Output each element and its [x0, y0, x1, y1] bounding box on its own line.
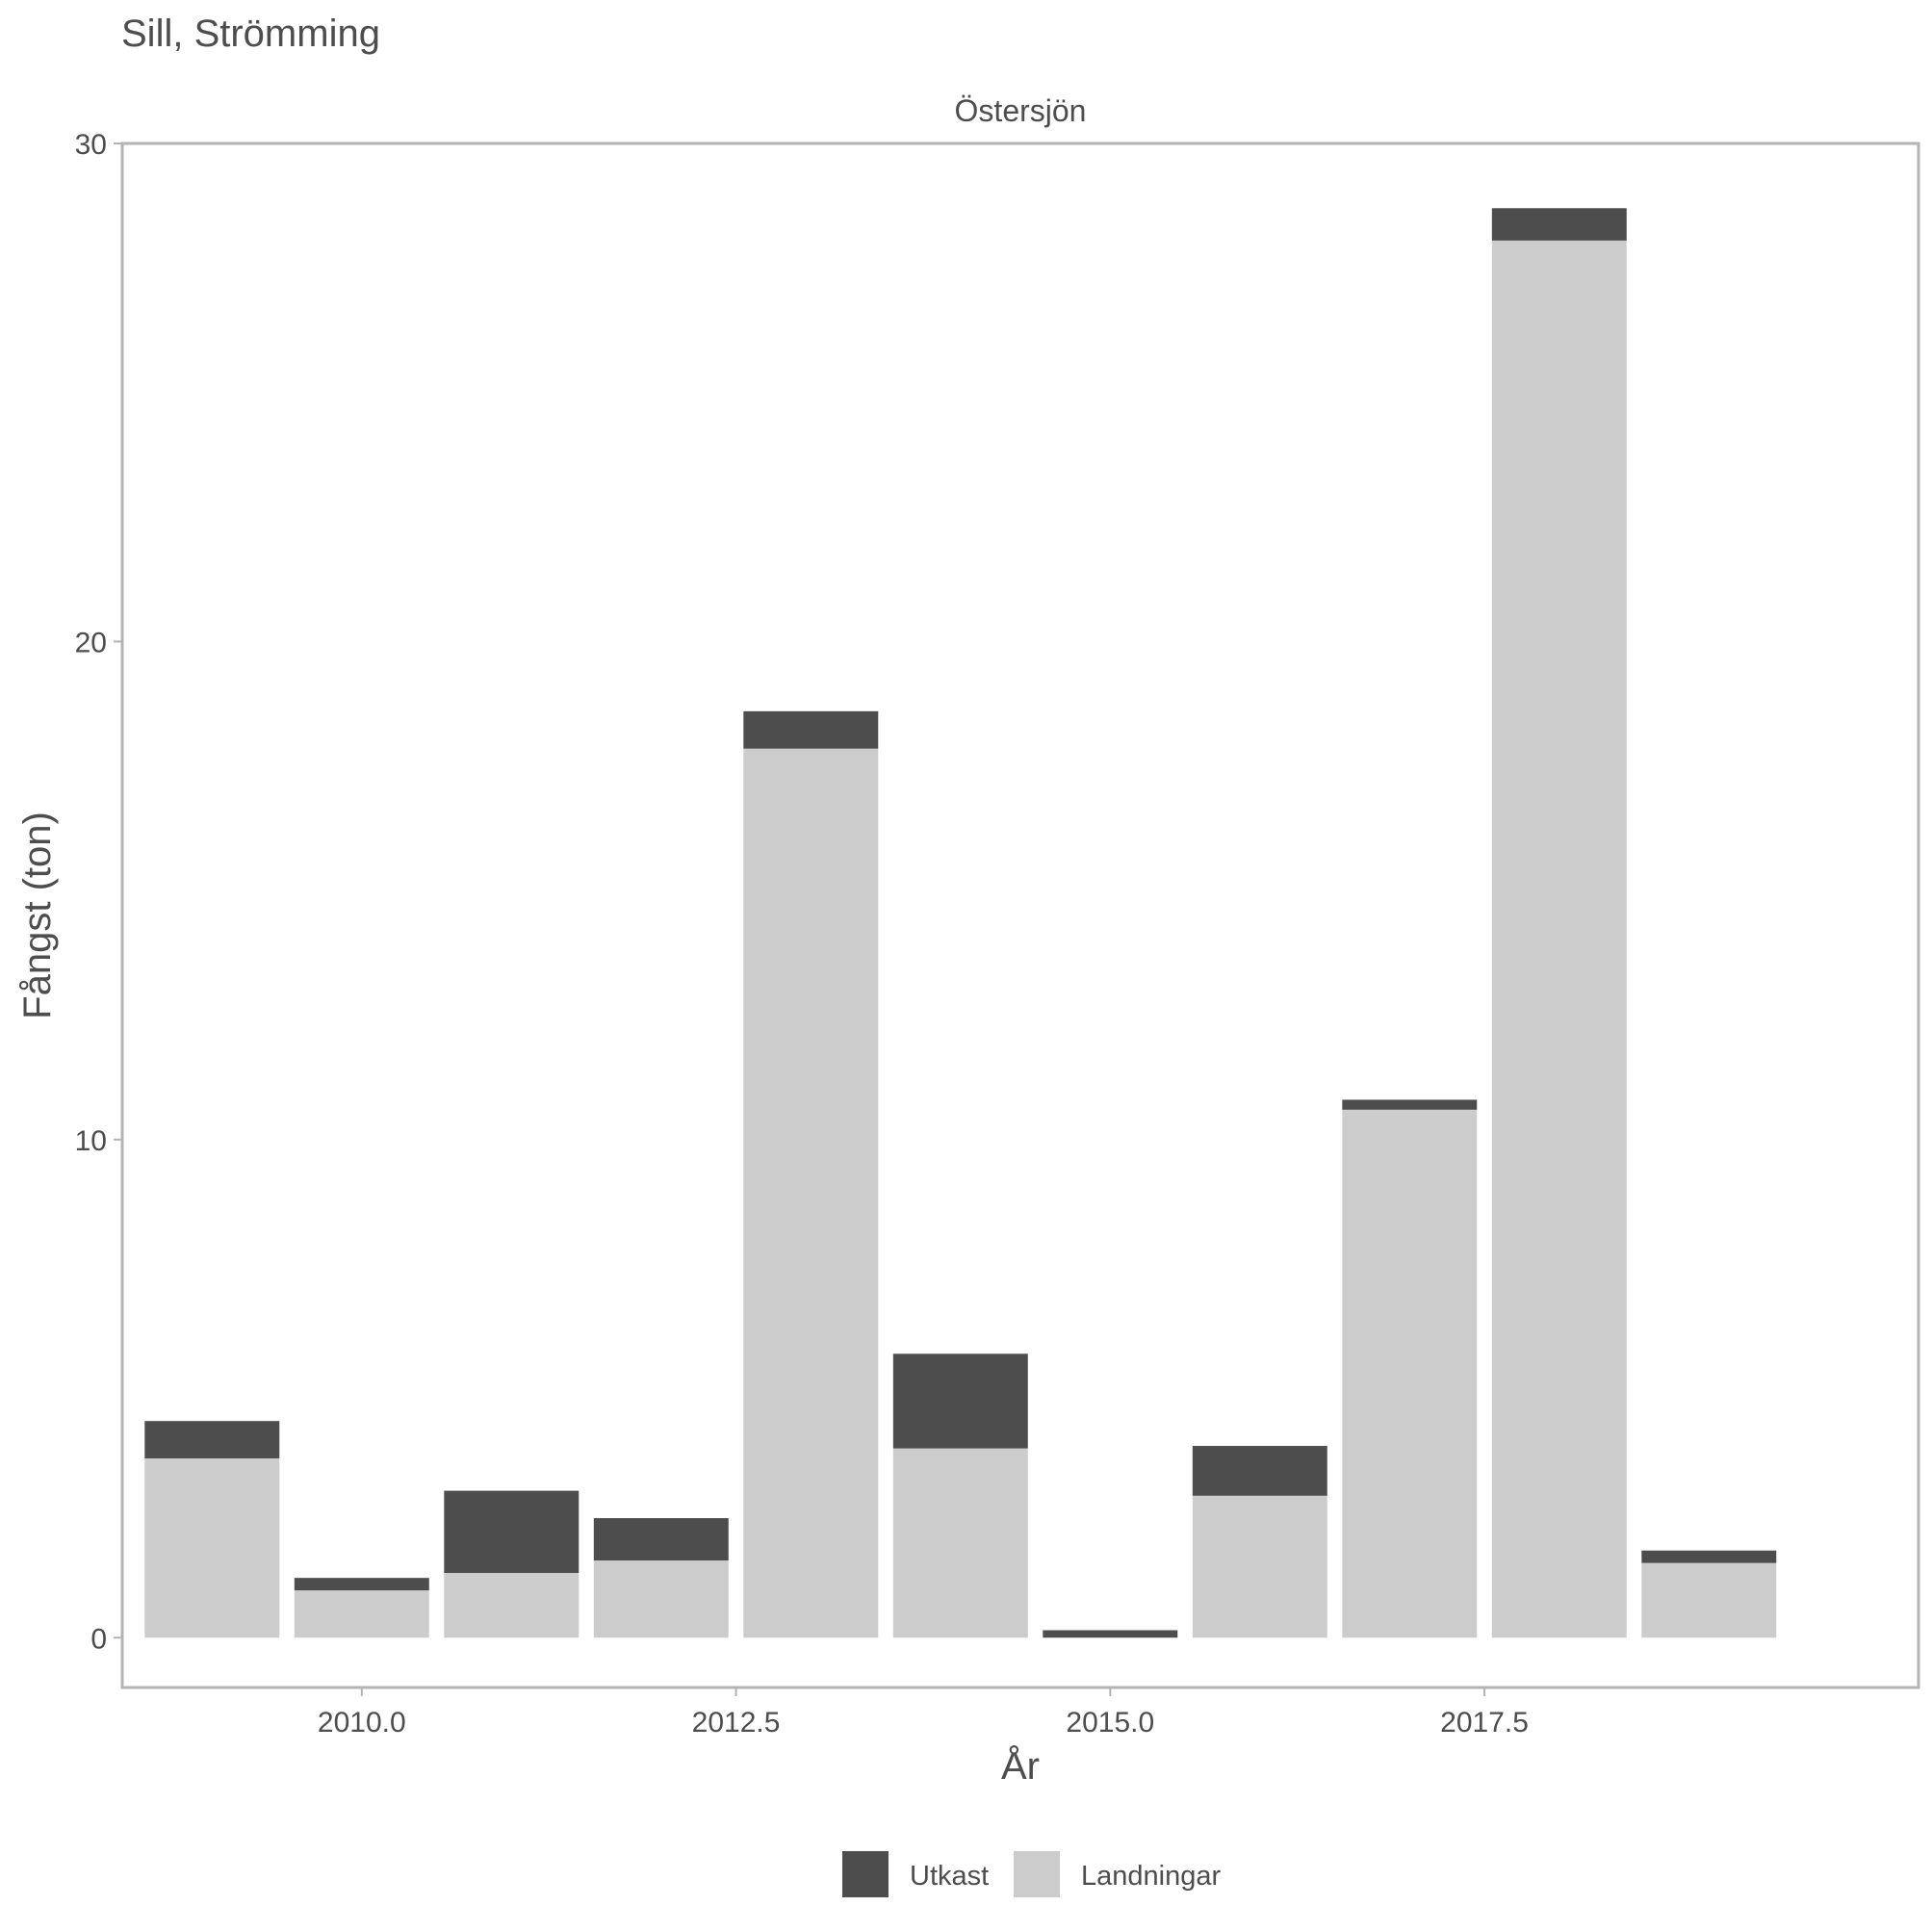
bar-landningar-2019: [1641, 1562, 1777, 1638]
x-tick-label: 2017.5: [1440, 1707, 1529, 1739]
facet-label: Östersjön: [955, 93, 1087, 128]
y-tick-label: 10: [75, 1125, 107, 1157]
bar-utkast-2012: [593, 1518, 729, 1561]
y-axis-label: Fångst (ton): [16, 811, 59, 1019]
bar-landningar-2009: [144, 1457, 280, 1638]
bar-landningar-2010: [294, 1590, 429, 1638]
bar-landningar-2013: [743, 748, 879, 1638]
chart-title: Sill, Strömming: [121, 13, 380, 55]
bar-utkast-2011: [444, 1490, 580, 1573]
bar-utkast-2014: [892, 1353, 1028, 1449]
bar-landningar-2012: [593, 1560, 729, 1638]
x-tick-label: 2012.5: [692, 1707, 781, 1739]
legend: Utkast Landningar: [842, 1851, 1221, 1897]
bar-utkast-2018: [1491, 208, 1627, 241]
bar-landningar-2016: [1192, 1495, 1327, 1638]
y-tick-label: 0: [90, 1623, 107, 1655]
bar-utkast-2015: [1043, 1630, 1178, 1638]
legend-label-landningar: Landningar: [1081, 1861, 1221, 1892]
bar-utkast-2013: [743, 710, 879, 749]
bar-utkast-2017: [1342, 1099, 1478, 1110]
bar-landningar-2018: [1491, 240, 1627, 1638]
y-tick-label: 20: [75, 627, 107, 658]
bar-landningar-2017: [1342, 1109, 1478, 1638]
bar-utkast-2009: [144, 1421, 280, 1458]
bar-utkast-2010: [294, 1578, 429, 1591]
legend-key-landningar: [1014, 1851, 1060, 1897]
x-axis-label: År: [1001, 1744, 1040, 1788]
legend-label-utkast: Utkast: [910, 1861, 989, 1892]
bar-utkast-2019: [1641, 1550, 1777, 1563]
legend-key-utkast: [842, 1851, 889, 1897]
y-tick-label: 30: [75, 129, 107, 161]
x-tick-label: 2015.0: [1066, 1707, 1154, 1739]
x-axis: 2010.0 2012.5 2015.0 2017.5: [318, 1687, 1529, 1739]
x-tick-label: 2010.0: [318, 1707, 406, 1739]
bars-group: [144, 208, 1777, 1638]
y-axis: 0 10 20 30: [75, 129, 122, 1655]
bar-utkast-2016: [1192, 1446, 1327, 1496]
bar-landningar-2014: [892, 1448, 1028, 1638]
bar-landningar-2011: [444, 1572, 580, 1638]
